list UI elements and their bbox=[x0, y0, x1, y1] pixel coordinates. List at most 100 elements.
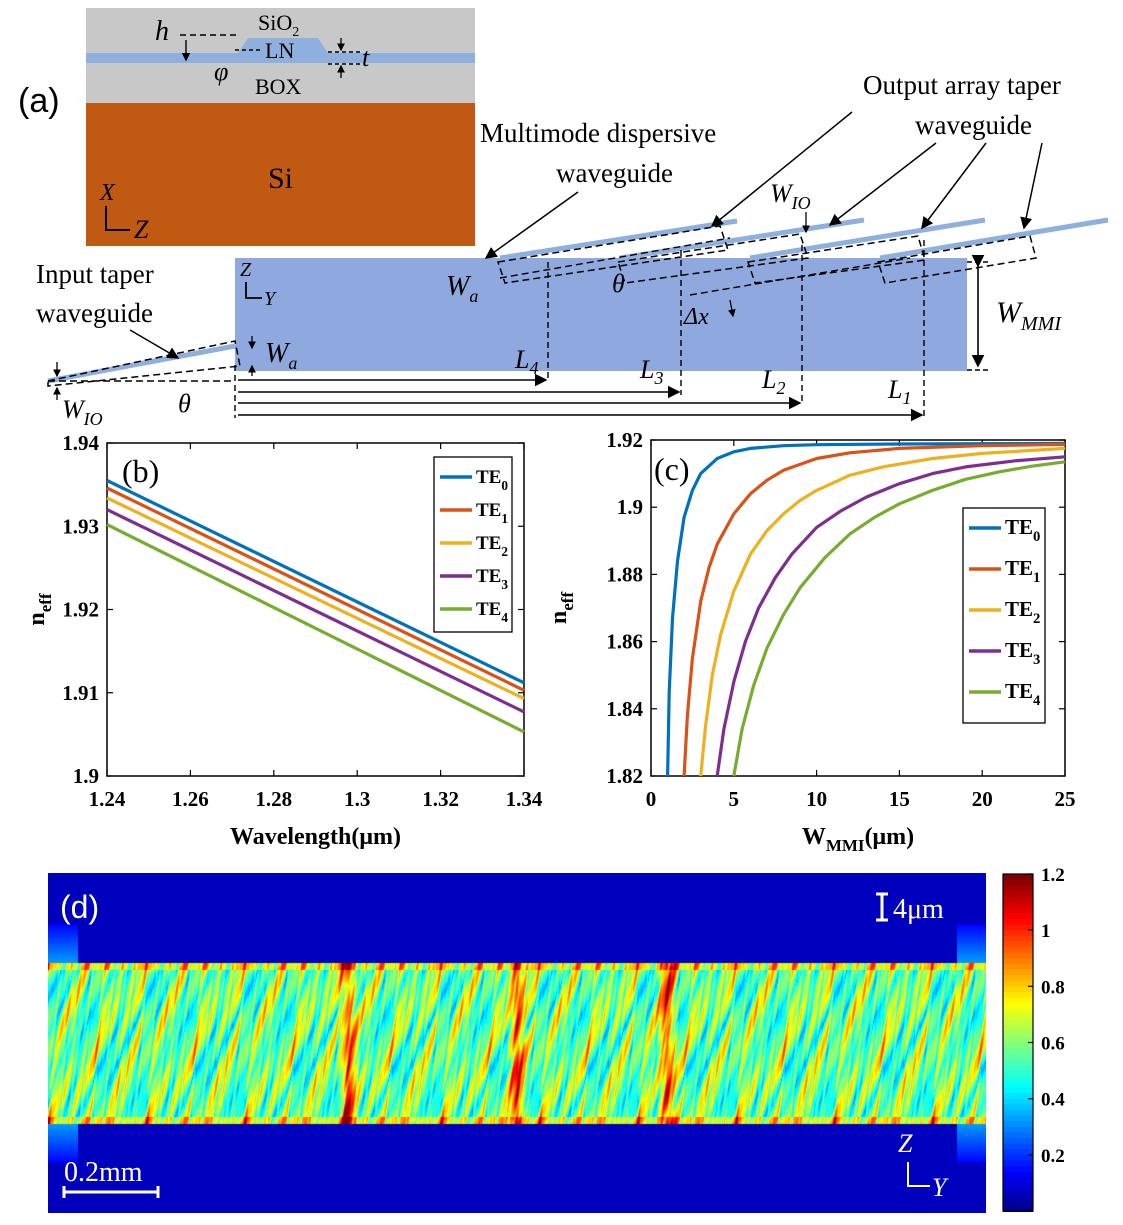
input-label-line2: waveguide bbox=[36, 298, 153, 328]
l1-label: L1 bbox=[887, 375, 911, 408]
legend-box bbox=[962, 507, 1046, 724]
series-line-te0 bbox=[106, 479, 525, 685]
multimode-label-line1: Multimode dispersive bbox=[480, 118, 716, 148]
x-tick-label: 20 bbox=[972, 787, 993, 811]
si-substrate bbox=[86, 103, 475, 246]
panel-label: (c) bbox=[654, 451, 690, 487]
output-taper-outline-2 bbox=[617, 233, 809, 284]
x-axis-label: Wavelength(μm) bbox=[230, 824, 401, 850]
delta-x-label: Δx bbox=[683, 304, 709, 330]
y-tick-label: 1.91 bbox=[62, 681, 99, 705]
legend-label-te0: TE0 bbox=[476, 467, 508, 493]
series-line-te4 bbox=[106, 523, 525, 734]
box-label: BOX bbox=[255, 74, 302, 99]
x-tick-label: 1.28 bbox=[255, 787, 292, 811]
cross-section: SiO2 LN BOX Si h φ t X Z bbox=[86, 8, 475, 246]
chart-c: 0 5 10 15 20 25 1.82 1.84 1.86 1.88 1.9 1.92 (c) WMMI… bbox=[546, 428, 1076, 855]
x-tick-label: 25 bbox=[1055, 787, 1076, 811]
legend-label-te4: TE4 bbox=[1005, 679, 1041, 709]
wio-label-input: WIO bbox=[62, 395, 103, 429]
multimode-pointer bbox=[484, 191, 579, 259]
y-tick-label: 1.84 bbox=[606, 697, 643, 721]
y-tick-label: 1.93 bbox=[62, 514, 99, 538]
output-taper-outline-1 bbox=[497, 225, 729, 284]
y-tick-label: 1.9 bbox=[73, 764, 99, 788]
series-line-te4 bbox=[732, 460, 1066, 777]
legend-label-te3: TE3 bbox=[1005, 638, 1040, 668]
x-tick-label: 1.26 bbox=[172, 787, 209, 811]
panel-a: (a) SiO2 LN BOX Si h φ t X bbox=[18, 8, 1109, 429]
wa-label-input: Wa bbox=[265, 338, 297, 373]
wa-label-output: Wa bbox=[446, 271, 478, 306]
input-label-line1: Input taper bbox=[36, 259, 154, 289]
y-tick-label: 1.94 bbox=[62, 431, 99, 455]
ln-slab bbox=[86, 53, 475, 63]
legend-label-te2: TE2 bbox=[1005, 597, 1040, 627]
output-pointer-2 bbox=[828, 142, 937, 226]
panel-a-label: (a) bbox=[18, 82, 60, 120]
output-waveguide-1 bbox=[499, 218, 738, 261]
input-taper-waveguide bbox=[47, 343, 236, 384]
panel-label: (b) bbox=[122, 453, 159, 489]
field-heatmap bbox=[48, 873, 986, 1213]
x-axis-label: WMMI(μm) bbox=[802, 824, 914, 855]
output-waveguides bbox=[497, 217, 1109, 296]
series-line-te0 bbox=[666, 441, 1066, 777]
x-tick-label: 1.34 bbox=[506, 787, 543, 811]
output-label-line1: Output array taper bbox=[863, 70, 1061, 100]
y-axis-label: neff bbox=[546, 592, 577, 625]
legend-label-te2: TE2 bbox=[476, 533, 508, 559]
cs-axis-x: X bbox=[99, 180, 116, 206]
output-taper-outline-4 bbox=[877, 235, 1037, 284]
heatmap-canvas bbox=[48, 873, 986, 1213]
output-label-line2: waveguide bbox=[915, 110, 1032, 140]
output-waveguide-2 bbox=[619, 217, 865, 261]
legend-label-te0: TE0 bbox=[1005, 515, 1040, 545]
y-tick-label: 1.88 bbox=[606, 562, 643, 586]
phi-symbol: φ bbox=[214, 57, 228, 86]
device-top-view: L4 L3 L2 L1 WMMI Wa Wa WIO WIO θ θ Δx bbox=[36, 70, 1109, 429]
delta-x-line bbox=[689, 257, 911, 296]
legend-label-te1: TE1 bbox=[1005, 556, 1040, 586]
si-label: Si bbox=[268, 162, 293, 195]
t-symbol: t bbox=[362, 43, 370, 72]
x-tick-label: 15 bbox=[889, 787, 910, 811]
output-waveguide-3 bbox=[749, 217, 986, 261]
device-axis-y: Y bbox=[264, 288, 277, 310]
legend-label-te3: TE3 bbox=[476, 566, 508, 592]
y-tick-label: 1.82 bbox=[606, 764, 643, 788]
series-line-te3 bbox=[715, 455, 1066, 777]
chart-b: 1.24 1.26 1.28 1.3 1.32 1.34 1.9 1.91 1.92 1.93 1.… bbox=[24, 431, 543, 850]
legend-label-te1: TE1 bbox=[476, 500, 508, 526]
output-taper-outline-3 bbox=[747, 235, 926, 284]
mmi-region bbox=[235, 258, 967, 371]
cs-axis-lines bbox=[105, 206, 130, 231]
x-tick-label: 0 bbox=[646, 787, 657, 811]
series-line-te3 bbox=[106, 508, 525, 714]
series-line-te1 bbox=[106, 486, 525, 692]
ln-ridge bbox=[238, 38, 328, 53]
ln-label: LN bbox=[265, 38, 294, 63]
output-waveguide-4 bbox=[879, 217, 1109, 261]
h-symbol: h bbox=[155, 16, 169, 47]
delta-x-arrow bbox=[727, 299, 736, 318]
wmmi-label: WMMI bbox=[996, 296, 1062, 335]
legend-box bbox=[433, 456, 513, 633]
x-tick-label: 1.32 bbox=[422, 787, 459, 811]
wio-label-output: WIO bbox=[770, 179, 811, 213]
series-line-te1 bbox=[682, 442, 1066, 777]
theta-label-input: θ bbox=[178, 389, 191, 418]
legend: TE0 TE1 TE2 TE3 TE4 bbox=[433, 456, 513, 633]
output-pointer-4 bbox=[1020, 142, 1043, 230]
device-axis-lines bbox=[245, 282, 262, 299]
device-axis-z: Z bbox=[240, 259, 252, 281]
y-tick-label: 1.86 bbox=[606, 630, 643, 654]
x-tick-label: 10 bbox=[806, 787, 827, 811]
output-pointer-1 bbox=[710, 111, 853, 227]
x-tick-label: 5 bbox=[729, 787, 740, 811]
series-line-te2 bbox=[106, 496, 525, 701]
theta-label-output: θ bbox=[612, 269, 625, 298]
l2-label: L2 bbox=[761, 365, 785, 398]
y-tick-label: 1.92 bbox=[62, 598, 99, 622]
